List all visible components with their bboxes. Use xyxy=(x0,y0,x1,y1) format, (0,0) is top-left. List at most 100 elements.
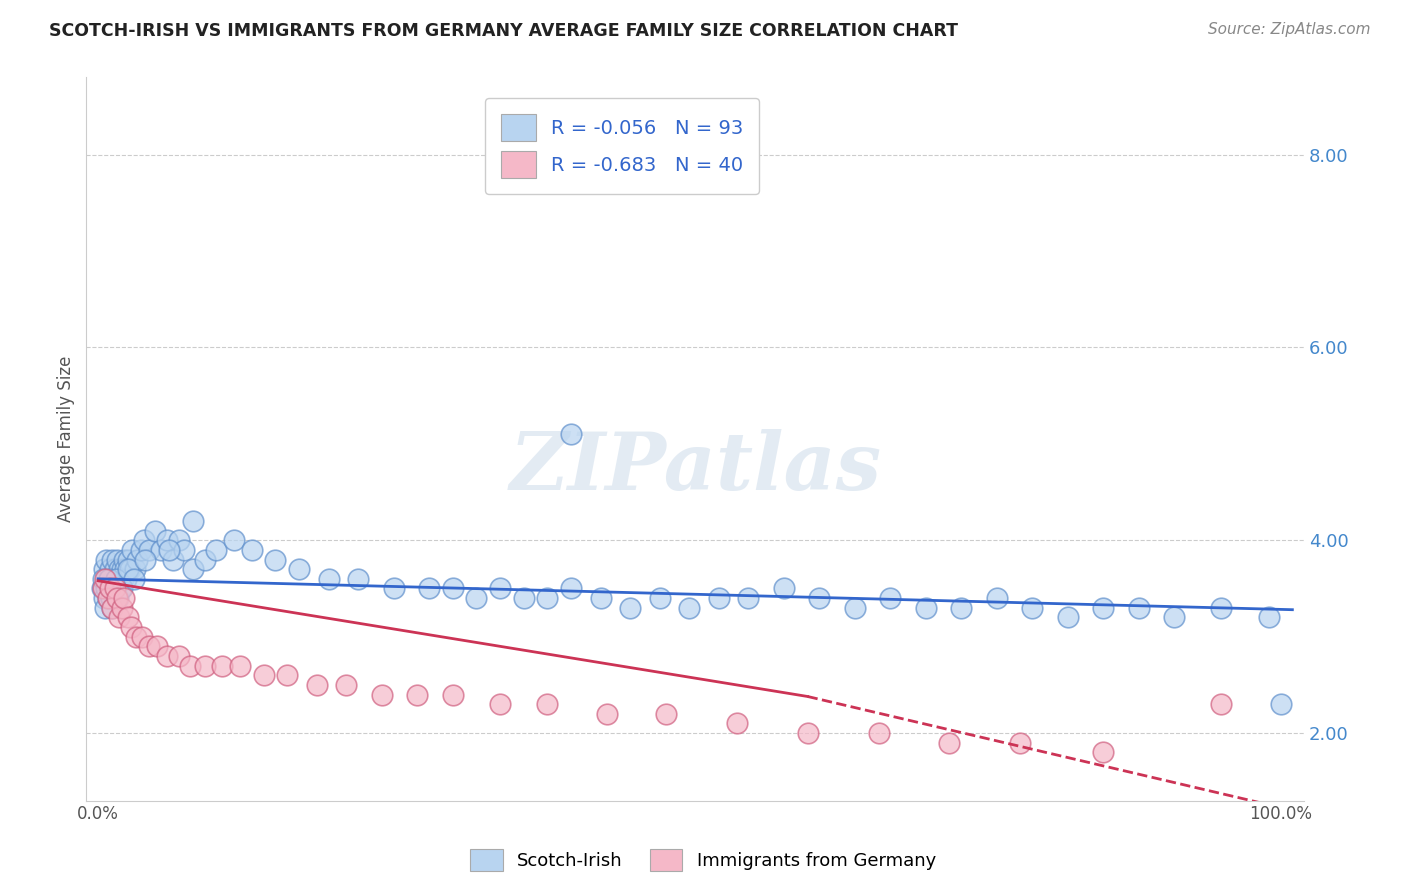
Point xyxy=(1092,746,1115,760)
Point xyxy=(104,572,127,586)
Point xyxy=(654,706,676,721)
Point xyxy=(104,582,127,596)
Point xyxy=(97,572,120,586)
Point xyxy=(98,562,121,576)
Point xyxy=(406,688,429,702)
Point xyxy=(193,658,215,673)
Point xyxy=(111,582,134,596)
Point xyxy=(1010,736,1032,750)
Point xyxy=(94,572,117,586)
Point xyxy=(489,697,512,711)
Point xyxy=(229,658,252,673)
Point xyxy=(1092,600,1115,615)
Point xyxy=(619,600,641,615)
Point xyxy=(678,600,700,615)
Point xyxy=(91,582,114,596)
Point xyxy=(1211,600,1233,615)
Point xyxy=(648,591,671,606)
Point xyxy=(122,572,145,586)
Point xyxy=(96,582,118,596)
Point xyxy=(149,542,172,557)
Point xyxy=(97,572,120,586)
Point xyxy=(205,542,228,557)
Point xyxy=(94,572,117,586)
Point xyxy=(737,591,759,606)
Point xyxy=(222,533,245,548)
Point xyxy=(167,533,190,548)
Point xyxy=(107,572,129,586)
Point xyxy=(121,542,143,557)
Point xyxy=(104,562,127,576)
Point xyxy=(103,572,125,586)
Point xyxy=(560,582,582,596)
Point xyxy=(264,552,287,566)
Point xyxy=(1211,697,1233,711)
Point xyxy=(134,552,156,566)
Point xyxy=(124,562,146,576)
Point xyxy=(97,591,120,606)
Point xyxy=(536,591,558,606)
Point xyxy=(808,591,831,606)
Point xyxy=(134,533,156,548)
Point xyxy=(108,610,131,624)
Point xyxy=(418,582,440,596)
Point xyxy=(1270,697,1292,711)
Point xyxy=(162,552,184,566)
Point xyxy=(371,688,394,702)
Point xyxy=(125,630,148,644)
Point xyxy=(138,640,160,654)
Point xyxy=(117,610,139,624)
Point xyxy=(138,542,160,557)
Point xyxy=(1163,610,1185,624)
Point xyxy=(90,582,112,596)
Point xyxy=(111,572,134,586)
Point xyxy=(305,678,328,692)
Point xyxy=(796,726,818,740)
Point xyxy=(100,582,122,596)
Point xyxy=(103,582,125,596)
Point xyxy=(146,640,169,654)
Point xyxy=(879,591,901,606)
Point xyxy=(347,572,370,586)
Text: ZIPatlas: ZIPatlas xyxy=(509,429,882,507)
Point xyxy=(101,600,124,615)
Point xyxy=(120,620,142,634)
Point xyxy=(98,582,121,596)
Point xyxy=(117,562,139,576)
Point xyxy=(167,648,190,663)
Point xyxy=(725,716,748,731)
Point xyxy=(211,658,233,673)
Legend: Scotch-Irish, Immigrants from Germany: Scotch-Irish, Immigrants from Germany xyxy=(463,842,943,879)
Point xyxy=(115,572,138,586)
Point xyxy=(868,726,890,740)
Point xyxy=(1128,600,1150,615)
Point xyxy=(105,552,128,566)
Point xyxy=(465,591,488,606)
Point xyxy=(91,572,114,586)
Point xyxy=(193,552,215,566)
Point xyxy=(143,524,166,538)
Point xyxy=(1257,610,1279,624)
Point xyxy=(111,562,134,576)
Point xyxy=(97,591,120,606)
Point xyxy=(156,533,179,548)
Point xyxy=(93,562,115,576)
Point xyxy=(489,582,512,596)
Point xyxy=(112,591,135,606)
Point xyxy=(595,706,617,721)
Point xyxy=(179,658,201,673)
Point xyxy=(382,582,405,596)
Point xyxy=(118,562,141,576)
Point xyxy=(181,562,204,576)
Point xyxy=(104,582,127,596)
Point xyxy=(513,591,536,606)
Point xyxy=(253,668,276,682)
Point xyxy=(773,582,796,596)
Point xyxy=(127,552,149,566)
Point xyxy=(707,591,730,606)
Point xyxy=(108,562,131,576)
Point xyxy=(101,552,124,566)
Point xyxy=(914,600,936,615)
Text: SCOTCH-IRISH VS IMMIGRANTS FROM GERMANY AVERAGE FAMILY SIZE CORRELATION CHART: SCOTCH-IRISH VS IMMIGRANTS FROM GERMANY … xyxy=(49,22,959,40)
Point xyxy=(105,591,128,606)
